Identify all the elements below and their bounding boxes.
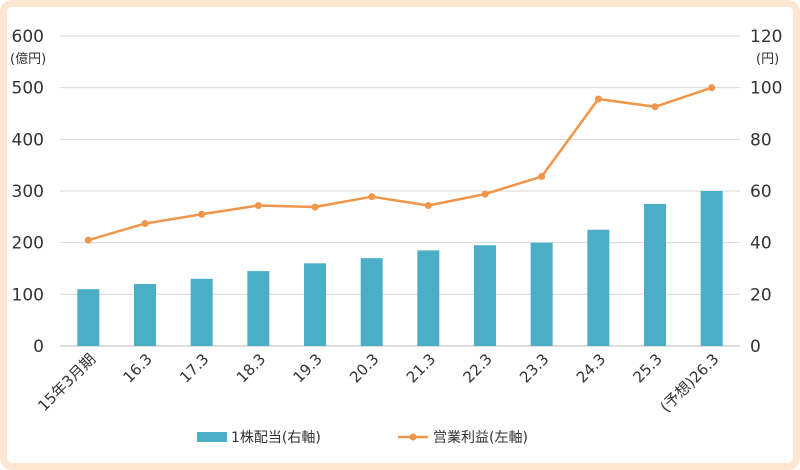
dividend-bar [77,289,100,346]
operating-profit-point [198,210,206,218]
operating-profit-point [651,103,659,111]
left-tick-label: 400 [12,130,44,150]
operating-profit-path [87,86,713,242]
left-tick-label: 200 [12,234,44,254]
x-tick-label: 22.3 [459,350,495,386]
operating-profit-point [368,193,376,201]
left-tick-label: 100 [12,285,44,305]
x-tick-label: 18.3 [233,350,269,386]
dividend-bar [700,191,723,346]
dividend-bar [474,245,496,346]
dividend-bar [134,284,156,346]
right-axis-ticks: 0 20 40 60 80 100 120 [750,27,782,357]
dividend-bars [77,191,723,346]
operating-profit-point [538,173,546,181]
dividend-bar [304,263,326,346]
x-tick-label: 19.3 [289,350,325,386]
x-tick-label: 16.3 [119,350,155,386]
operating-profit-point [594,95,602,103]
legend-line-label: 営業利益(左軸) [433,430,528,446]
dividend-bar [587,229,610,346]
operating-profit-line [84,84,716,244]
x-tick-label: 20.3 [346,350,382,386]
dividend-bar [417,250,440,346]
x-tick-label: 21.3 [403,350,439,386]
dividend-bar [190,278,213,346]
left-tick-label: 300 [12,182,44,202]
operating-profit-point [424,201,432,209]
x-tick-label: 15年3月期 [34,350,99,415]
operating-profit-point [141,220,149,228]
right-tick-label: 80 [750,130,772,150]
legend-line-marker [409,433,417,441]
x-tick-label: 23.3 [516,350,552,386]
right-tick-label: 40 [750,234,772,254]
right-axis-unit: (円) [756,52,779,67]
x-tick-label: (予想)26.3 [657,350,723,416]
legend-bar-swatch [197,432,227,442]
left-tick-label: 600 [12,27,44,47]
dividend-bar [530,242,553,346]
operating-profit-point [481,190,489,198]
dividend-bar [644,203,666,346]
left-tick-label: 0 [33,337,44,357]
right-tick-label: 100 [750,79,782,99]
right-tick-label: 60 [750,182,772,202]
operating-profit-point [254,201,262,209]
left-axis-unit: (億円) [10,51,46,67]
operating-profit-point [708,84,716,92]
operating-profit-point [84,236,92,244]
dividend-bar [360,258,383,346]
right-tick-label: 0 [750,337,761,357]
x-axis-labels: 15年3月期 16.3 17.3 18.3 19.3 20.3 21.3 22.3 23.3 24… [34,350,722,416]
operating-profit-point [311,203,319,211]
right-tick-label: 120 [750,27,782,47]
legend-bar-label: 1株配当(右軸) [231,430,321,446]
left-tick-label: 500 [12,79,44,99]
left-axis-ticks: 0 100 200 300 400 500 600 [12,27,44,357]
right-tick-label: 20 [750,285,772,305]
grid-lines [60,35,740,347]
dividend-bar [247,271,270,346]
x-tick-label: 17.3 [176,350,212,386]
x-tick-label: 24.3 [573,350,609,386]
legend: 1株配当(右軸) 営業利益(左軸) [197,430,528,446]
x-tick-label: 25.3 [629,350,665,386]
